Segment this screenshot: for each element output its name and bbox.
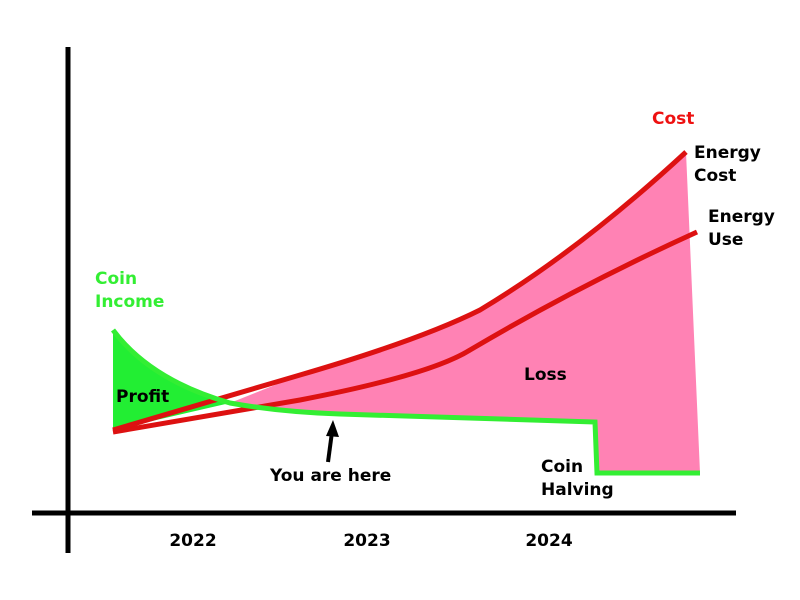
- year-label: 2024: [525, 531, 572, 551]
- year-label: 2022: [169, 531, 216, 551]
- cost-label: Cost: [652, 109, 694, 129]
- energy-cost-label: Energy: [694, 143, 761, 163]
- arrow-head: [326, 420, 339, 437]
- energy-cost-label: Cost: [694, 166, 736, 186]
- year-label: 2023: [343, 531, 390, 551]
- coin-halving-label: Coin: [541, 457, 583, 477]
- coin-income-label: Coin: [95, 269, 137, 289]
- coin-income-label: Income: [95, 292, 164, 312]
- coin-income-line: [110, 328, 700, 476]
- energy-cost-line: [112, 150, 688, 433]
- you-are-here-label: You are here: [269, 466, 391, 486]
- energy-use-line: [112, 229, 699, 435]
- loss-label: Loss: [524, 365, 567, 385]
- arrow-shaft: [326, 431, 334, 463]
- profit-label: Profit: [116, 387, 169, 407]
- energy-use-label: Energy: [708, 207, 775, 227]
- energy-use-label: Use: [708, 230, 743, 250]
- coin-halving-label: Halving: [541, 480, 614, 500]
